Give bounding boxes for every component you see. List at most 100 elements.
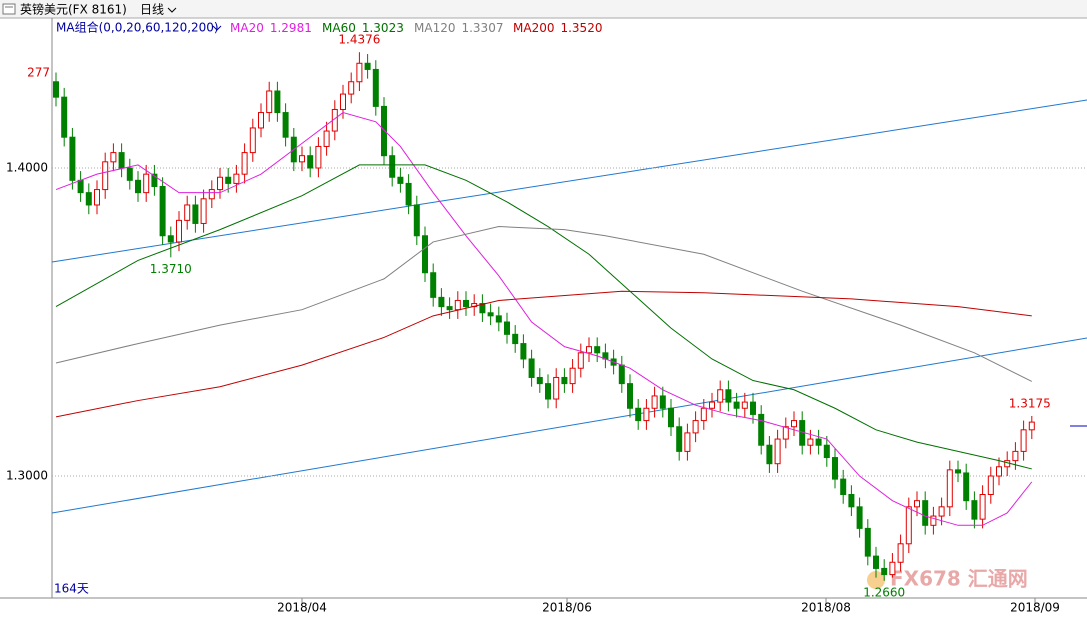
candle-body xyxy=(381,105,387,157)
candle-body xyxy=(692,420,699,434)
candle-body xyxy=(217,176,223,191)
candle-body xyxy=(77,179,84,194)
candle-body xyxy=(840,478,847,496)
legend-value: 1.3023 xyxy=(362,21,404,35)
legend-item: MA60 1.3023 xyxy=(322,21,404,35)
candle-body xyxy=(889,561,896,576)
candle-body xyxy=(356,62,363,83)
candle-body xyxy=(200,198,207,224)
candle-body xyxy=(413,204,420,237)
candle-body xyxy=(553,376,560,400)
legend-name: MA120 xyxy=(414,21,455,35)
indicator-label[interactable]: MA组合(0,0,20,60,120,200) xyxy=(56,20,219,35)
candle-body xyxy=(668,407,674,428)
legend-item: MA20 1.2981 xyxy=(230,21,312,35)
candle-body xyxy=(233,173,240,184)
candle-body xyxy=(741,401,748,409)
candle-body xyxy=(635,407,642,422)
candle-body xyxy=(430,272,437,298)
candle-body xyxy=(528,358,535,378)
ma-line xyxy=(55,290,1032,418)
candle-body xyxy=(627,383,633,409)
candle-body xyxy=(315,145,322,169)
candle-body xyxy=(914,500,920,508)
dropdown-arrow xyxy=(167,7,177,13)
candle-body xyxy=(659,395,666,409)
candle-body xyxy=(1004,460,1011,468)
candle-body xyxy=(758,413,765,446)
candle-body xyxy=(454,299,461,311)
legend-value: 1.3520 xyxy=(560,21,602,35)
candle-body xyxy=(397,176,404,184)
price-annotation: 1.4376 xyxy=(338,33,380,47)
candle-body xyxy=(512,333,519,345)
candle-body xyxy=(520,343,527,360)
legend-value: 1.2981 xyxy=(270,21,312,35)
candle-body xyxy=(340,93,346,110)
candle-body xyxy=(717,389,724,403)
candle-body xyxy=(389,155,396,178)
candle-body xyxy=(922,500,929,526)
candle-body xyxy=(791,420,797,428)
candle-body xyxy=(184,204,191,221)
watermark-logo xyxy=(867,571,885,589)
candle-body xyxy=(241,152,248,175)
candle-body xyxy=(438,296,445,308)
trend-line xyxy=(51,99,1087,263)
candle-body xyxy=(274,90,281,114)
candle-body xyxy=(807,438,814,446)
candle-body xyxy=(618,364,625,385)
candle-body xyxy=(249,127,256,154)
legend-name: MA200 xyxy=(513,21,554,35)
candle-body xyxy=(405,182,412,206)
candle-body xyxy=(1020,429,1027,452)
chart-title: 英镑美元(FX 8161) xyxy=(20,2,127,17)
candle-body xyxy=(167,235,174,243)
candle-body xyxy=(700,407,707,422)
legend-item: MA200 1.3520 xyxy=(513,21,602,35)
watermark: FX678 汇通网 xyxy=(890,567,1028,591)
candle-body xyxy=(815,438,822,446)
legend-value: 1.3307 xyxy=(461,21,503,35)
y-tick-label: 1.3000 xyxy=(6,469,48,483)
candle-body xyxy=(651,395,658,409)
candle-body xyxy=(848,494,855,508)
candle-body xyxy=(897,543,904,563)
candle-body xyxy=(987,475,994,496)
candle-body xyxy=(118,152,125,169)
dropdown-arrow xyxy=(212,25,222,31)
legend-item: MA120 1.3307 xyxy=(414,21,503,35)
candle-body xyxy=(774,438,781,465)
candle-body xyxy=(110,152,117,163)
candle-body xyxy=(266,90,273,114)
candle-body xyxy=(979,494,986,520)
candle-body xyxy=(192,204,199,224)
candle-body xyxy=(348,81,355,95)
candle-body xyxy=(864,527,871,557)
candle-body xyxy=(422,235,428,274)
candle-body xyxy=(53,81,59,98)
period-select[interactable]: 日线 xyxy=(140,3,164,17)
candle-body xyxy=(930,515,937,526)
menu-icon[interactable] xyxy=(2,3,16,15)
candle-body xyxy=(561,376,568,385)
candle-body xyxy=(996,466,1002,477)
candle-body xyxy=(495,315,502,323)
candle-body xyxy=(299,155,305,163)
candle-body xyxy=(1028,421,1035,431)
candle-body xyxy=(971,500,978,520)
x-tick-label: 2018/06 xyxy=(542,601,592,615)
candle-body xyxy=(143,173,150,194)
candle-body xyxy=(733,401,740,409)
candle-body xyxy=(151,173,158,187)
candle-body xyxy=(102,161,109,191)
candle-body xyxy=(282,112,289,138)
edge-label: 277 xyxy=(27,66,50,80)
candle-body xyxy=(782,426,789,440)
candle-body xyxy=(135,179,141,194)
legend-name: MA60 xyxy=(322,21,356,35)
candle-body xyxy=(307,155,314,169)
candle-body xyxy=(372,68,379,107)
candle-body xyxy=(85,192,92,206)
candle-body xyxy=(873,555,879,569)
